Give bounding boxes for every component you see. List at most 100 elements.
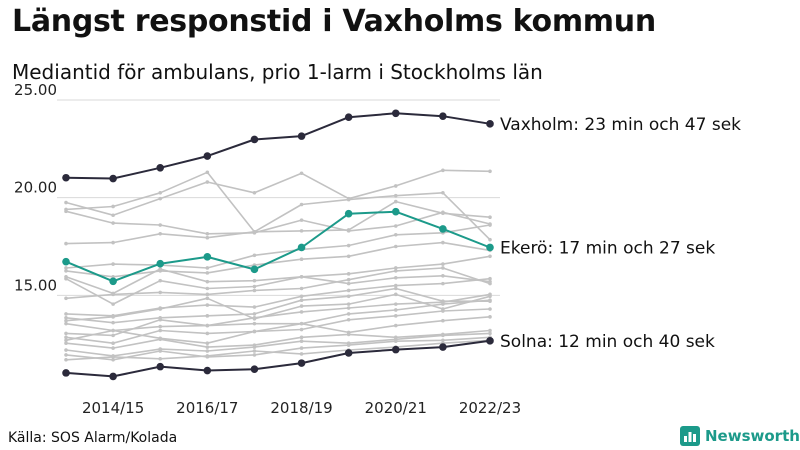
background-series-point	[346, 302, 351, 306]
background-series-point	[205, 279, 210, 284]
background-series-point	[64, 335, 68, 340]
background-series-point	[393, 184, 398, 188]
background-series-point	[488, 169, 492, 174]
background-series-point	[488, 223, 492, 227]
series-point-vaxholm	[109, 174, 117, 183]
background-series-point	[205, 232, 210, 236]
background-series-point	[158, 307, 163, 311]
background-series-point	[488, 331, 492, 336]
x-tick-label: 2020/21	[365, 399, 427, 417]
series-label-eker-: Ekerö: 17 min och 27 sek	[500, 238, 715, 258]
series-point-vaxholm	[297, 132, 306, 140]
background-series-point	[252, 312, 257, 316]
background-series-point	[488, 292, 492, 297]
background-series-point	[64, 266, 68, 270]
background-series-point	[205, 303, 210, 307]
background-series-point	[346, 294, 351, 299]
background-series-point	[64, 276, 68, 281]
background-series-point	[158, 337, 163, 342]
background-series-point	[111, 204, 115, 209]
background-series-point	[252, 315, 257, 320]
background-series-point	[252, 349, 257, 353]
background-series-point	[111, 320, 115, 325]
background-series-point	[205, 314, 210, 318]
series-point-solna	[344, 349, 353, 357]
background-series-line	[65, 275, 491, 305]
background-series-point	[346, 312, 351, 316]
background-series-point	[111, 221, 115, 225]
background-series-point	[346, 228, 351, 232]
background-series-line	[65, 224, 491, 269]
series-point-solna	[156, 362, 165, 371]
background-series-line	[65, 332, 491, 357]
background-series-point	[64, 315, 68, 320]
background-series-point	[64, 296, 68, 301]
background-series-point	[393, 302, 398, 306]
background-series-point	[64, 357, 68, 362]
series-point-vaxholm	[250, 135, 259, 144]
background-series-point	[393, 224, 398, 228]
background-series-point	[158, 223, 163, 227]
background-series-point	[64, 321, 68, 326]
x-tick-label: 2018/19	[270, 399, 332, 417]
background-series-point	[111, 341, 115, 345]
background-series-line	[65, 210, 491, 235]
series-point-solna	[250, 365, 259, 373]
background-series-point	[299, 339, 304, 344]
chart-title: Längst responstid i Vaxholms kommun	[12, 4, 656, 39]
background-series-point	[158, 267, 163, 271]
background-series-point	[205, 354, 210, 358]
series-point-vaxholm	[203, 152, 212, 160]
background-series-point	[393, 292, 398, 297]
y-tick-label: 25.00	[14, 81, 57, 99]
background-series-point	[441, 168, 445, 173]
background-series-point	[346, 317, 351, 322]
background-series-point	[252, 284, 257, 289]
background-series-line	[65, 336, 491, 361]
series-line-solna	[65, 339, 491, 378]
background-series-line	[65, 299, 491, 337]
background-series-point	[346, 254, 351, 259]
background-series-point	[346, 306, 351, 310]
series-label-vaxholm: Vaxholm: 23 min och 47 sek	[500, 115, 741, 135]
background-series-point	[299, 202, 304, 207]
series-point-eker-	[297, 243, 306, 252]
series-point-eker-	[203, 253, 212, 261]
background-series-point	[299, 218, 304, 222]
background-series-point	[299, 321, 304, 326]
background-series-point	[205, 180, 210, 184]
background-series-point	[346, 272, 351, 276]
series-point-solna	[439, 343, 447, 351]
background-series-point	[252, 288, 257, 293]
background-series-line	[65, 339, 491, 361]
background-series-line	[65, 267, 491, 300]
background-series-point	[205, 341, 210, 345]
background-series-point	[64, 209, 68, 214]
background-series-point	[488, 298, 492, 303]
background-series-point	[111, 315, 115, 319]
background-series-point	[346, 243, 351, 248]
background-series-point	[64, 200, 68, 205]
series-point-vaxholm	[62, 173, 70, 182]
series-point-eker-	[391, 207, 400, 216]
background-series-point	[299, 274, 304, 279]
background-series-line	[65, 293, 491, 322]
series-point-eker-	[344, 209, 353, 218]
background-series-point	[299, 327, 304, 332]
source-note: Källa: SOS Alarm/Kolada	[8, 430, 178, 446]
background-series-point	[205, 235, 210, 240]
background-series-point	[393, 193, 398, 198]
background-series-point	[299, 310, 304, 314]
background-series-point	[205, 271, 210, 275]
chart-subtitle: Mediantid för ambulans, prio 1-larm i St…	[12, 60, 543, 84]
background-series-point	[205, 292, 210, 297]
background-series-point	[441, 309, 445, 313]
background-series-point	[205, 286, 210, 291]
series-point-solna	[203, 366, 212, 375]
background-series-line	[65, 293, 491, 332]
background-series-point	[158, 232, 163, 236]
background-series-point	[111, 355, 115, 359]
background-series-point	[441, 240, 445, 245]
background-series-point	[205, 170, 210, 175]
background-series-point	[299, 304, 304, 308]
